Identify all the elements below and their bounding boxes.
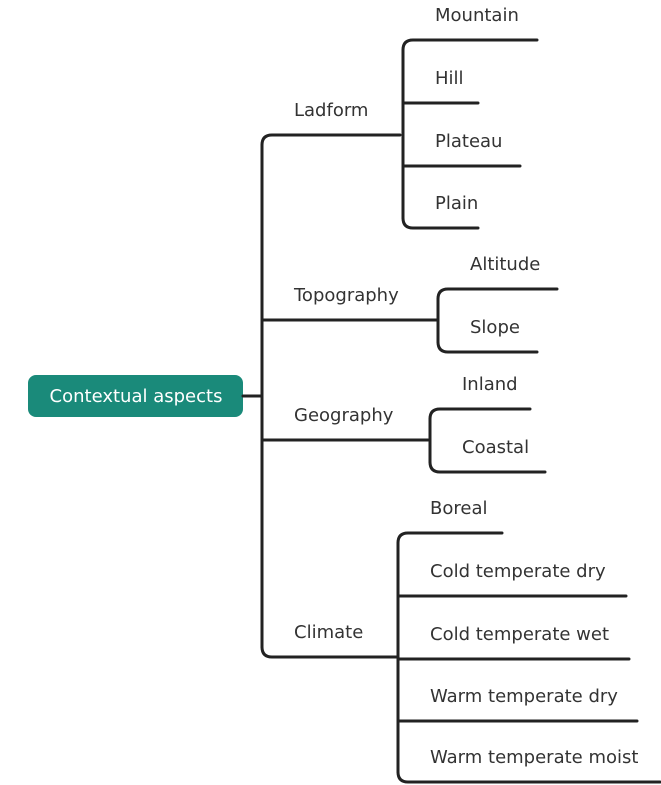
leaf-label: Warm temperate dry <box>430 686 618 707</box>
leaf-label: Cold temperate wet <box>430 624 609 645</box>
leaf-line <box>396 531 504 545</box>
leaf-line <box>401 38 539 52</box>
branch-line <box>260 645 400 659</box>
leaf-label: Plain <box>435 193 478 214</box>
branch-label: Climate <box>294 622 363 643</box>
leaf-line <box>428 407 532 421</box>
leaf-label: Warm temperate moist <box>430 747 638 768</box>
leaf-line <box>436 340 539 354</box>
leaf-line <box>428 460 547 474</box>
leaf-label: Cold temperate dry <box>430 561 606 582</box>
leaf-label: Inland <box>462 374 518 395</box>
branch-label: Topography <box>293 285 399 306</box>
leaf-label: Slope <box>470 317 520 338</box>
leaf-label: Hill <box>435 68 464 89</box>
leaf-label: Coastal <box>462 437 529 458</box>
root-label: Contextual aspects <box>50 386 223 407</box>
branch-line <box>260 133 402 147</box>
branch-label: Geography <box>294 405 394 426</box>
leaf-line <box>396 770 661 784</box>
leaf-label: Mountain <box>435 5 519 26</box>
leaf-label: Boreal <box>430 498 487 519</box>
leaf-line <box>401 216 480 230</box>
leaf-label: Altitude <box>470 254 540 275</box>
root-node <box>28 375 243 417</box>
leaf-line <box>436 287 559 301</box>
branch-label: Ladform <box>294 100 368 121</box>
leaf-label: Plateau <box>435 131 502 152</box>
